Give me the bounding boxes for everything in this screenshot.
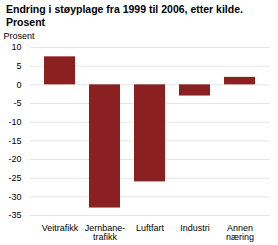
svg-text:Annennæring: Annennæring [226, 223, 254, 242]
svg-text:-30: -30 [8, 192, 21, 202]
svg-text:-35: -35 [8, 210, 21, 220]
svg-text:Jernbane-trafikk: Jernbane-trafikk [85, 223, 126, 242]
svg-text:-25: -25 [8, 173, 21, 183]
svg-text:Industri: Industri [180, 223, 210, 233]
html-text:Prosent: Prosent [6, 16, 46, 28]
svg-text:-20: -20 [8, 154, 21, 164]
svg-text:0: 0 [16, 80, 21, 90]
svg-text:10: 10 [11, 42, 21, 52]
svg-text:Veitrafikk: Veitrafikk [42, 223, 79, 233]
svg-text:5: 5 [16, 61, 21, 71]
svg-text:-5: -5 [13, 98, 21, 108]
svg-text:-10: -10 [8, 117, 21, 127]
html-text:Endring i støyplage fra 1999 t: Endring i støyplage fra 1999 til 2006, e… [6, 3, 243, 15]
svg-text:Prosent: Prosent [4, 31, 36, 41]
svg-text:-15: -15 [8, 136, 21, 146]
svg-text:Luftfart: Luftfart [136, 223, 165, 233]
